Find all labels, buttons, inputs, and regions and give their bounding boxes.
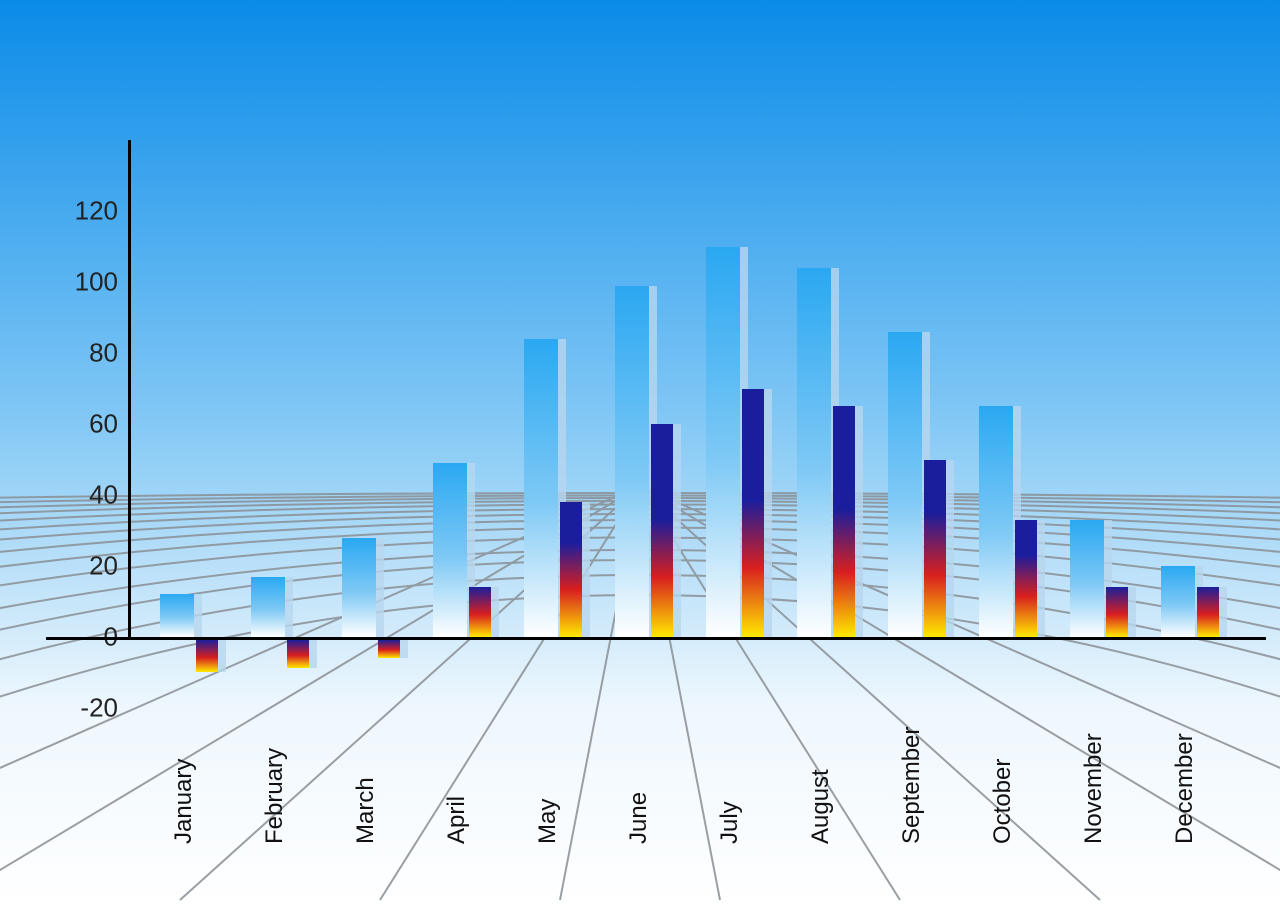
- x-category-label: March: [352, 777, 380, 844]
- x-category-label: September: [898, 727, 926, 844]
- chart-canvas: -20020406080100120 JanuaryFebruaryMarchA…: [0, 0, 1280, 905]
- series2-bar: [196, 640, 218, 672]
- series2-bar: [742, 389, 764, 638]
- x-category-label: August: [807, 769, 835, 844]
- series2-bar: [1106, 587, 1128, 637]
- x-category-label: April: [443, 796, 471, 844]
- series2-bar: [651, 424, 673, 637]
- series1-bar: [1161, 566, 1195, 637]
- series2-bar: [469, 587, 491, 637]
- series1-bar: [433, 463, 467, 637]
- x-category-label: January: [170, 759, 198, 844]
- series2-bar: [560, 502, 582, 637]
- series2-bar: [833, 406, 855, 637]
- series1-bar: [706, 247, 740, 638]
- series1-bar: [160, 594, 194, 637]
- x-category-label: November: [1080, 733, 1108, 844]
- series2-bar: [1197, 587, 1219, 637]
- x-category-label: December: [1171, 733, 1199, 844]
- series1-bar: [524, 339, 558, 637]
- x-category-label: October: [989, 759, 1017, 844]
- x-category-label: July: [716, 801, 744, 844]
- series1-bar: [342, 538, 376, 637]
- x-category-label: May: [534, 799, 562, 844]
- series2-bar: [924, 460, 946, 638]
- series1-bar: [615, 286, 649, 637]
- series1-bar: [1070, 520, 1104, 637]
- x-category-label: June: [625, 792, 653, 844]
- series1-bar: [797, 268, 831, 637]
- series1-bar: [979, 406, 1013, 637]
- series2-bar: [287, 640, 309, 668]
- x-axis-baseline: [46, 637, 1266, 640]
- series1-bar: [251, 577, 285, 637]
- y-axis-line: [128, 140, 131, 639]
- x-category-label: February: [261, 748, 289, 844]
- series2-bar: [378, 640, 400, 658]
- series1-bar: [888, 332, 922, 637]
- series2-bar: [1015, 520, 1037, 637]
